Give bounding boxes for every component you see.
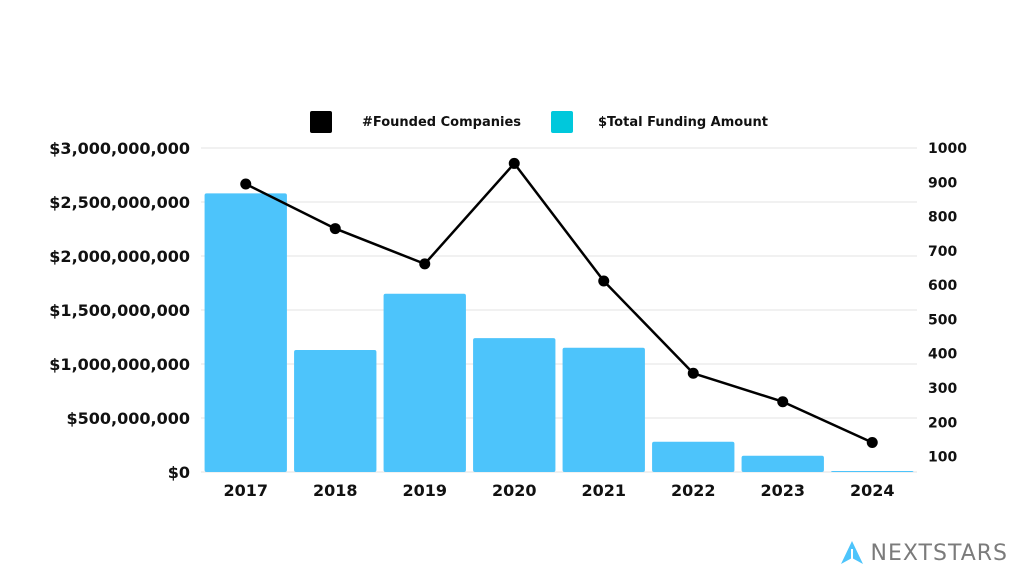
x-axis-tick-label: 2018: [313, 481, 358, 500]
funding-bar: [652, 441, 735, 472]
companies-point: [329, 223, 341, 235]
rocket-arrow-icon: [840, 541, 863, 565]
x-axis-tick-label: 2024: [850, 481, 895, 500]
companies-point: [508, 157, 520, 169]
x-axis-tick-label: 2019: [402, 481, 447, 500]
left-axis-tick-label: $500,000,000: [67, 409, 190, 428]
axes: $0 $500,000,000 $1,000,000,000 $1,500,000,0…: [49, 139, 967, 500]
companies-point: [419, 258, 431, 270]
x-axis-tick-label: 2021: [581, 481, 626, 500]
right-axis-tick-label: 300: [928, 381, 957, 397]
right-axis-tick-label: 900: [928, 175, 957, 191]
companies-point: [777, 396, 789, 408]
legend-label: #Founded Companies: [362, 115, 521, 130]
legend-swatch: [551, 111, 573, 133]
legend-swatch: [310, 111, 332, 133]
right-axis-tick-label: 500: [928, 312, 957, 328]
left-axis-tick-label: $1,500,000,000: [49, 301, 190, 320]
funding-bar: [741, 455, 824, 472]
right-axis-tick-label: 800: [928, 210, 957, 226]
funding-bars: [204, 193, 914, 473]
left-axis-tick-label: $3,000,000,000: [49, 139, 190, 158]
brand-logo: NEXTSTARS: [839, 540, 1008, 566]
x-axis-tick-label: 2020: [492, 481, 537, 500]
funding-bar: [562, 347, 645, 472]
legend: #Founded Companies $Total Funding Amount: [310, 111, 768, 133]
right-axis-tick-label: 100: [928, 450, 957, 466]
x-axis-tick-label: 2022: [671, 481, 716, 500]
x-axis-tick-label: 2017: [223, 481, 268, 500]
x-axis-tick-label: 2023: [760, 481, 805, 500]
left-axis-tick-label: $2,000,000,000: [49, 247, 190, 266]
companies-line-path: [245, 162, 873, 444]
funding-bar: [204, 193, 287, 473]
companies-point: [866, 437, 878, 449]
funding-bar: [294, 349, 377, 472]
right-axis-tick-label: 1000: [928, 141, 967, 157]
left-axis-tick-label: $2,500,000,000: [49, 193, 190, 212]
right-axis-tick-label: 400: [928, 347, 957, 363]
right-axis-tick-label: 200: [928, 415, 957, 431]
funding-bar: [831, 471, 914, 472]
funding-bar: [473, 338, 556, 472]
brand-name: NEXTSTARS: [870, 540, 1008, 566]
companies-point: [687, 367, 699, 379]
right-axis-tick-label: 700: [928, 244, 957, 260]
left-axis-tick-label: $0: [168, 463, 190, 482]
funding-bar: [383, 293, 466, 472]
companies-point: [598, 275, 610, 287]
right-axis-tick-label: 600: [928, 278, 957, 294]
companies-point: [240, 178, 252, 190]
left-axis-tick-label: $1,000,000,000: [49, 355, 190, 374]
legend-label: $Total Funding Amount: [598, 115, 768, 130]
companies-line: [240, 157, 878, 449]
